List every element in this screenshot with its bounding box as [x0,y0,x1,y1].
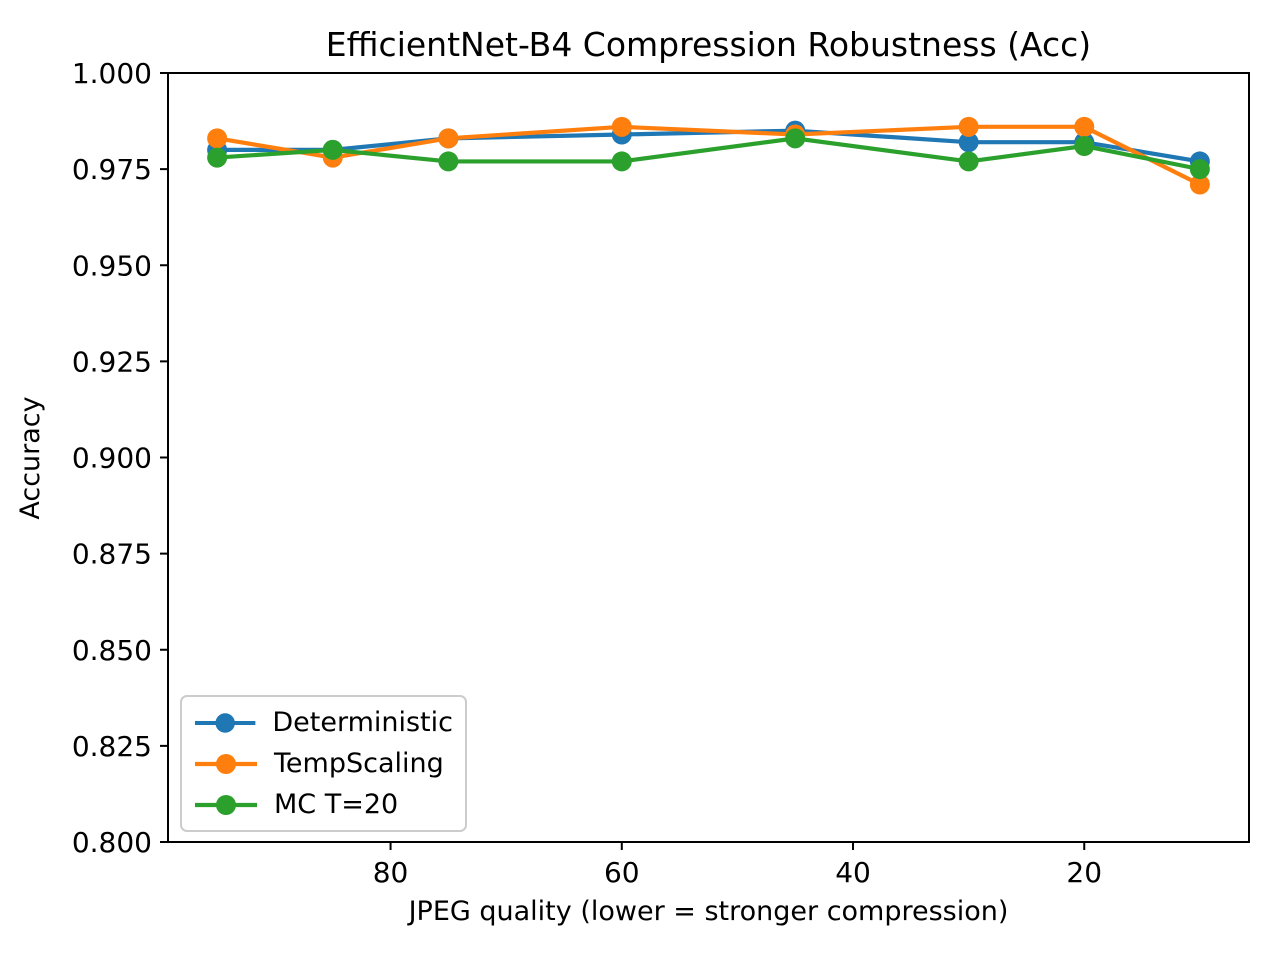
data-point-mc-t-20 [207,147,228,168]
data-point-tempscaling [1189,174,1210,195]
data-point-mc-t-20 [438,151,459,172]
x-tick-label: 60 [604,856,640,889]
legend-item-label: MC T=20 [274,789,399,820]
line-marker-icon [194,712,256,733]
data-point-mc-t-20 [1074,136,1095,157]
y-tick-label: 1.000 [72,57,152,90]
data-point-tempscaling [438,128,459,149]
legend-item-mc-t20: MC T=20 [194,789,453,820]
chart-title: EfficientNet-B4 Compression Robustness (… [325,25,1092,64]
y-tick-label: 0.800 [72,826,152,859]
data-point-mc-t-20 [611,151,632,172]
y-tick-label: 0.825 [72,730,152,763]
y-tick-label: 0.975 [72,153,152,186]
data-point-mc-t-20 [785,128,806,149]
data-point-mc-t-20 [958,151,979,172]
line-marker-icon [195,753,257,774]
data-point-tempscaling [1074,116,1095,137]
legend-item-label: Deterministic [272,707,453,738]
y-axis-label: Accuracy [15,396,46,520]
y-tick-label: 0.925 [72,345,152,378]
x-tick-label: 80 [373,856,409,889]
x-tick-label: 40 [835,856,871,889]
legend-item-tempscaling: TempScaling [194,748,453,779]
data-point-tempscaling [207,128,228,149]
x-tick-label: 20 [1066,856,1102,889]
data-point-tempscaling [611,116,632,137]
data-point-deterministic [958,132,979,153]
legend-item-deterministic: Deterministic [194,707,453,738]
x-axis-label: JPEG quality (lower = stronger compressi… [408,896,1009,927]
data-point-tempscaling [958,116,979,137]
legend-item-label: TempScaling [274,748,444,779]
series-line-deterministic [217,128,1201,164]
data-point-mc-t-20 [322,139,343,160]
series-line-tempscaling [216,124,1201,187]
series-line-mc-t-20 [216,136,1201,172]
line-marker-icon [195,794,257,815]
legend: Deterministic TempScaling MC T=20 [180,695,467,832]
data-point-mc-t-20 [1189,159,1210,180]
y-tick-label: 0.900 [72,442,152,475]
y-tick-label: 0.875 [72,538,152,571]
y-tick-label: 0.950 [72,249,152,282]
y-tick-label: 0.850 [72,634,152,667]
